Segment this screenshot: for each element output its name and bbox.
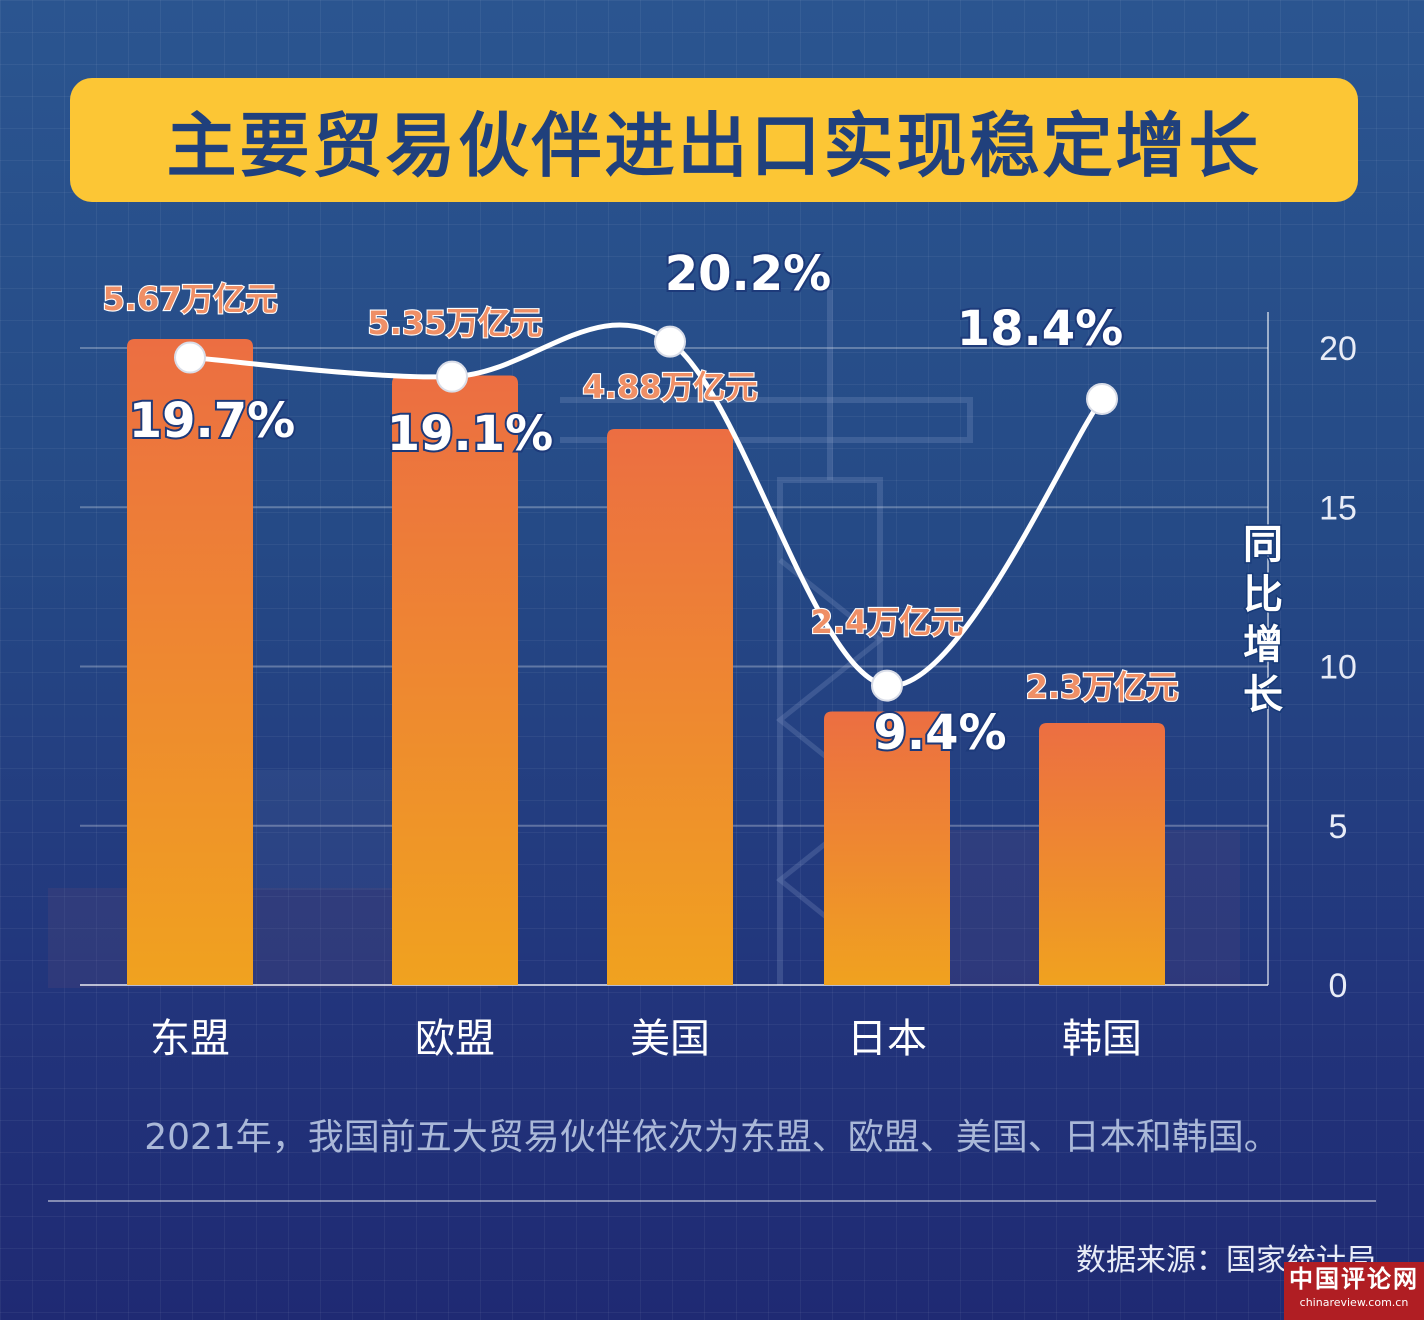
x-tick-label: 欧盟 bbox=[415, 1016, 495, 1062]
growth-line bbox=[174, 322, 1118, 702]
line-point bbox=[436, 360, 468, 393]
growth-line-path bbox=[189, 322, 1105, 689]
bar bbox=[1039, 722, 1165, 985]
chart-title: 主要贸易伙伴进出口实现稳定增长 bbox=[166, 104, 1262, 187]
title-banner: 主要贸易伙伴进出口实现稳定增长 bbox=[70, 78, 1358, 202]
bar-value-label: 5.67万亿元 bbox=[103, 280, 278, 318]
line-point bbox=[871, 669, 903, 702]
line-point bbox=[174, 341, 206, 374]
bar bbox=[607, 429, 733, 985]
logo-text: 中国评论网 bbox=[1289, 1265, 1419, 1293]
bar-value-label: 2.3万亿元 bbox=[1026, 668, 1179, 706]
bar-value-label: 5.35万亿元 bbox=[368, 304, 543, 342]
bars bbox=[127, 339, 1165, 985]
bar bbox=[392, 375, 518, 985]
y-axis-title-char: 同 bbox=[1243, 522, 1283, 568]
growth-value-label: 19.1% bbox=[387, 406, 554, 462]
bar-value-label: 4.88万亿元 bbox=[583, 368, 758, 406]
bar bbox=[824, 711, 950, 985]
divider bbox=[48, 1200, 1376, 1202]
site-logo: 中国评论网 chinareview.com.cn bbox=[1284, 1262, 1424, 1320]
data-labels: 5.67万亿元 5.35万亿元 4.88万亿元 2.4万亿元 2.3万亿元 19.7% 19… bbox=[101, 244, 1179, 763]
logo-url: chinareview.com.cn bbox=[1299, 1296, 1409, 1309]
growth-value-label: 9.4% bbox=[873, 705, 1006, 761]
y-axis-title-char: 长 bbox=[1243, 672, 1283, 718]
y-tick-label: 5 bbox=[1329, 808, 1348, 846]
growth-value-label: 18.4% bbox=[957, 301, 1124, 357]
y-axis-title-char: 增 bbox=[1243, 622, 1283, 668]
bar bbox=[127, 339, 253, 985]
x-tick-label: 韩国 bbox=[1062, 1016, 1142, 1062]
growth-value-label: 20.2% bbox=[665, 246, 832, 302]
y-tick-label: 20 bbox=[1319, 330, 1357, 368]
caption: 2021年，我国前五大贸易伙伴依次为东盟、欧盟、美国、日本和韩国。 bbox=[144, 1117, 1280, 1158]
y-tick-label: 10 bbox=[1319, 649, 1357, 687]
growth-value-label: 19.7% bbox=[129, 393, 296, 449]
x-tick-label: 东盟 bbox=[150, 1016, 230, 1062]
line-point bbox=[1086, 382, 1118, 415]
x-tick-label: 日本 bbox=[847, 1016, 927, 1062]
line-point bbox=[654, 325, 686, 358]
crane-jib bbox=[560, 397, 973, 443]
y-tick-label: 0 bbox=[1329, 967, 1348, 1005]
bar-value-label: 2.4万亿元 bbox=[811, 603, 964, 641]
y-tick-label: 15 bbox=[1319, 489, 1357, 527]
y-axis-title-char: 比 bbox=[1243, 572, 1283, 618]
x-tick-label: 美国 bbox=[630, 1016, 710, 1062]
